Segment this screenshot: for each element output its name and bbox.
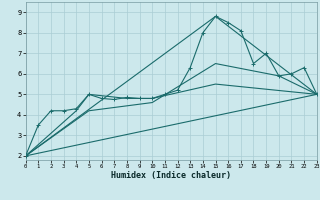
X-axis label: Humidex (Indice chaleur): Humidex (Indice chaleur): [111, 171, 231, 180]
